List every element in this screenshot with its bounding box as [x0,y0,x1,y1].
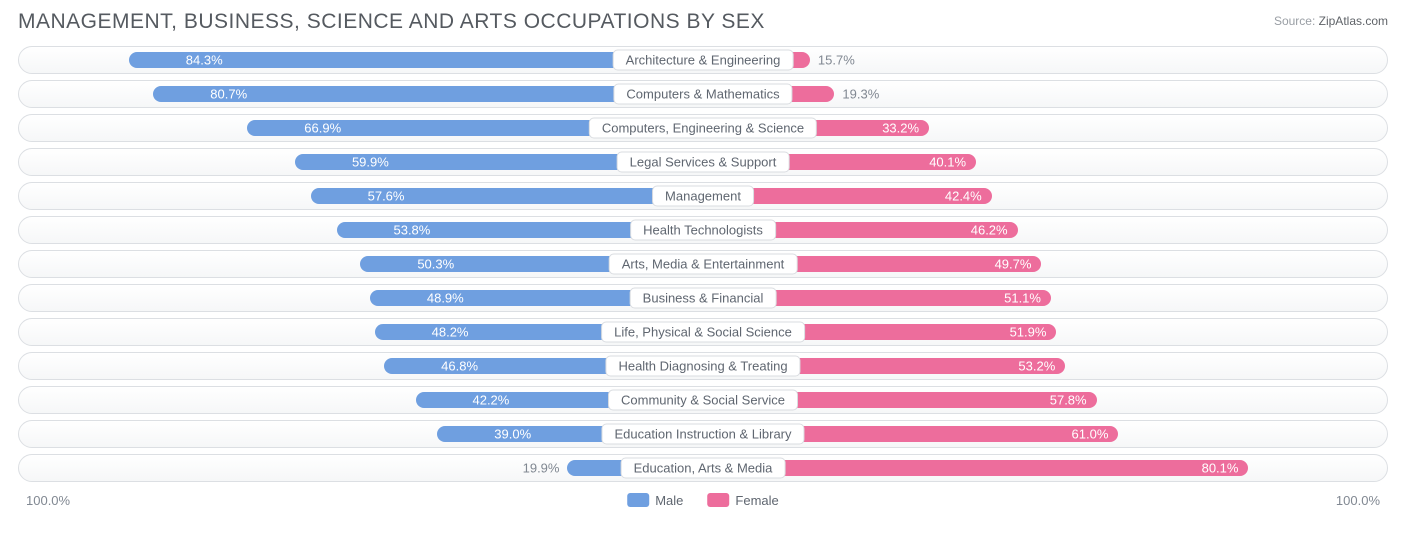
chart-row: 48.9% 51.1% Business & Financial [18,284,1388,312]
category-label: Education Instruction & Library [601,424,804,445]
chart-row: 57.6% 42.4% Management [18,182,1388,210]
source-prefix: Source: [1274,14,1319,28]
male-value: 19.9% [523,461,568,476]
male-value: 42.2% [462,393,509,408]
chart-row: 42.2% 57.8% Community & Social Service [18,386,1388,414]
male-value: 84.3% [176,53,223,68]
header: MANAGEMENT, BUSINESS, SCIENCE AND ARTS O… [18,10,1388,34]
chart-row: 48.2% 51.9% Life, Physical & Social Scienc… [18,318,1388,346]
chart-row: 66.9% 33.2% Computers, Engineering & Scien… [18,114,1388,142]
legend-swatch-male [627,493,649,507]
axis-label-left: 100.0% [26,493,70,508]
female-value: 40.1% [929,155,976,170]
legend-label-female: Female [735,493,778,508]
legend-item-male: Male [627,493,683,508]
category-label: Health Technologists [630,220,776,241]
chart-row: 59.9% 40.1% Legal Services & Support [18,148,1388,176]
chart-row: 53.8% 46.2% Health Technologists [18,216,1388,244]
female-value: 80.1% [1202,461,1249,476]
male-value: 48.9% [417,291,464,306]
source-attribution: Source: ZipAtlas.com [1274,10,1388,28]
category-label: Architecture & Engineering [613,50,794,71]
source-name: ZipAtlas.com [1319,14,1388,28]
chart-row: 50.3% 49.7% Arts, Media & Entertainment [18,250,1388,278]
female-value: 51.9% [1010,325,1057,340]
category-label: Life, Physical & Social Science [601,322,805,343]
male-value: 57.6% [358,189,405,204]
axis-label-right: 100.0% [1336,493,1380,508]
category-label: Legal Services & Support [617,152,790,173]
category-label: Computers, Engineering & Science [589,118,817,139]
female-value: 33.2% [882,121,929,136]
chart-footer: 100.0% Male Female 100.0% [18,490,1388,510]
legend-item-female: Female [707,493,778,508]
chart-title: MANAGEMENT, BUSINESS, SCIENCE AND ARTS O… [18,10,765,34]
category-label: Health Diagnosing & Treating [605,356,800,377]
category-label: Arts, Media & Entertainment [609,254,798,275]
legend: Male Female [627,493,779,508]
male-value: 80.7% [200,87,247,102]
female-value: 49.7% [995,257,1042,272]
female-value: 42.4% [945,189,992,204]
chart-row: 39.0% 61.0% Education Instruction & Librar… [18,420,1388,448]
chart-row: 19.9% 80.1% Education, Arts & Media [18,454,1388,482]
female-value: 15.7% [810,53,855,68]
category-label: Management [652,186,754,207]
male-value: 59.9% [342,155,389,170]
male-value: 50.3% [407,257,454,272]
male-value: 46.8% [431,359,478,374]
category-label: Computers & Mathematics [613,84,792,105]
female-value: 51.1% [1004,291,1051,306]
chart-row: 46.8% 53.2% Health Diagnosing & Treating [18,352,1388,380]
male-value: 66.9% [294,121,341,136]
chart-row: 80.7% 19.3% Computers & Mathematics [18,80,1388,108]
chart-row: 84.3% 15.7% Architecture & Engineering [18,46,1388,74]
male-value: 48.2% [422,325,469,340]
female-value: 61.0% [1072,427,1119,442]
chart-rows: 84.3% 15.7% Architecture & Engineering 80.7… [18,46,1388,482]
male-value: 39.0% [484,427,531,442]
category-label: Community & Social Service [608,390,798,411]
legend-swatch-female [707,493,729,507]
female-value: 57.8% [1050,393,1097,408]
female-value: 19.3% [834,87,879,102]
female-value: 46.2% [971,223,1018,238]
category-label: Business & Financial [630,288,777,309]
female-value: 53.2% [1018,359,1065,374]
legend-label-male: Male [655,493,683,508]
category-label: Education, Arts & Media [621,458,786,479]
male-value: 53.8% [383,223,430,238]
